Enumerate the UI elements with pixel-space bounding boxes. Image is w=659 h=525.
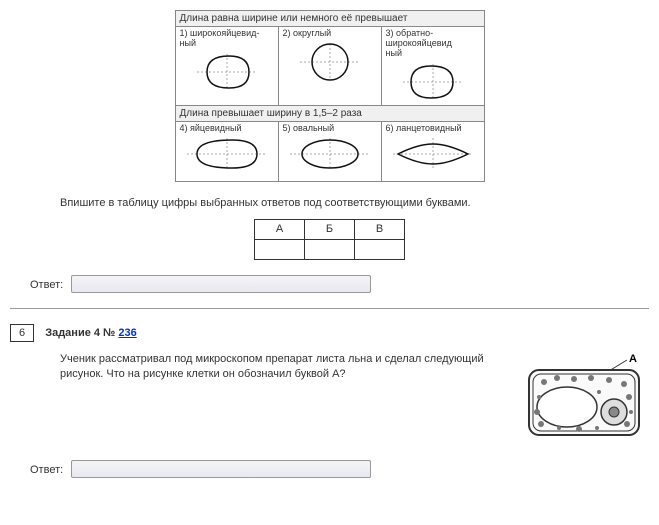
shape-round-icon [290,41,370,83]
shape-cell-3: 3) обратно-широкояйцевидный [381,27,484,106]
shape-lanceolate-icon [388,136,478,172]
instruction-text: Впишите в таблицу цифры выбранных ответо… [60,197,649,209]
answer-label-2: Ответ: [30,464,63,476]
shape-cell-5: 5) овальный [278,121,381,181]
task4-link[interactable]: 236 [118,327,136,339]
shape-cell-6: 6) ланцетовидный [381,121,484,181]
answer-input-2[interactable] [71,460,371,478]
shape-oval-icon [285,136,375,172]
cell-diagram: А [519,352,649,445]
answer-grid-cell-v[interactable] [355,239,405,259]
task-divider [10,308,649,309]
cell-diagram-icon: А [519,352,649,442]
task4-title-prefix: Задание 4 № [45,327,118,339]
shapes-header-1: Длина равна ширине или немного её превыш… [175,11,484,27]
answer-label-1: Ответ: [30,279,63,291]
leaf-shapes-table: Длина равна ширине или немного её превыш… [175,10,485,182]
task4-header: 6 Задание 4 № 236 [10,324,649,342]
task4-text: Ученик рассматривал под микроскопом преп… [60,352,499,445]
answer-grid-cell-a[interactable] [255,239,305,259]
shape-cell-1: 1) широкояйцевид-ный [175,27,278,106]
answer-grid-header-v: В [355,219,405,239]
shape-obovate-icon [393,61,473,103]
cell-label-a: А [629,353,637,365]
answer-grid: А Б В [254,219,405,260]
answer-input-1[interactable] [71,275,371,293]
shape-broad-ovate-icon [187,51,267,93]
answer-grid-header-a: А [255,219,305,239]
shape-cell-2: 2) округлый [278,27,381,106]
answer-grid-header-b: Б [305,219,355,239]
task4-number-box: 6 [10,324,34,342]
shape-cell-4: 4) яйцевидный [175,121,278,181]
answer-grid-cell-b[interactable] [305,239,355,259]
shape-ovate-icon [182,136,272,172]
shapes-header-2: Длина превышает ширину в 1,5–2 раза [175,105,484,121]
